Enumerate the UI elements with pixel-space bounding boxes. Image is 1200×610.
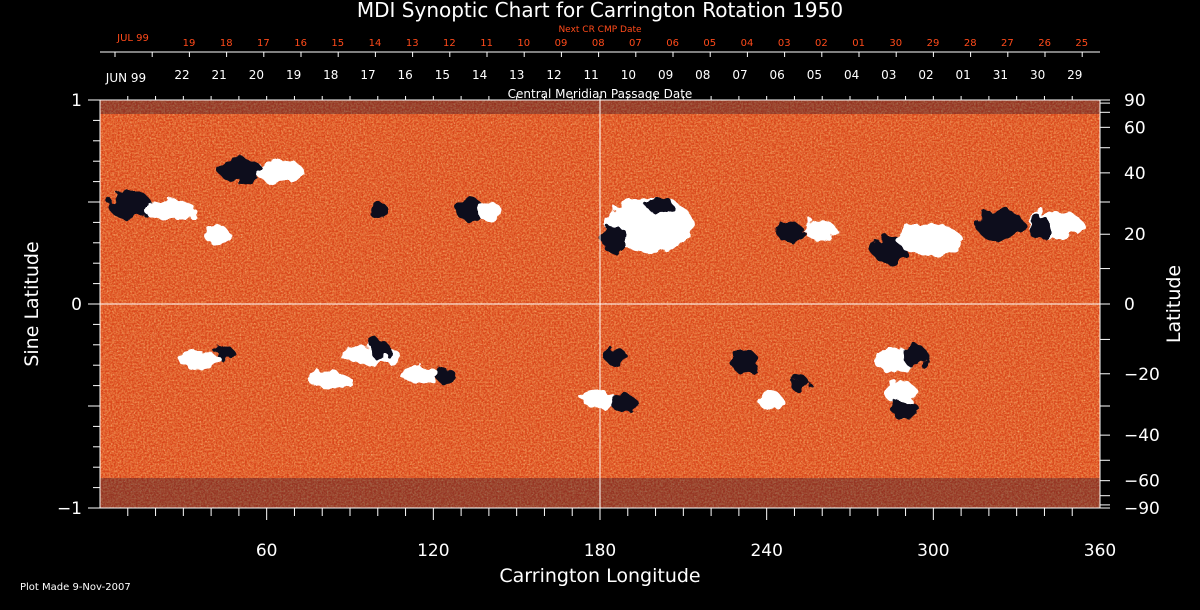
cmp-day-label: 11	[584, 68, 599, 82]
cmp-day-label: 10	[621, 68, 636, 82]
next-cr-month-label: JUL 99	[116, 33, 149, 44]
y-axis-left: 1 0 −1	[57, 91, 100, 519]
y-axis-left-label: Sine Latitude	[21, 241, 43, 366]
next-cr-day-label: 29	[927, 38, 940, 49]
y-right-tick-label: 40	[1124, 164, 1146, 184]
cmp-day-label: 08	[695, 68, 710, 82]
cmp-day-label: 14	[472, 68, 487, 82]
y-right-tick-label: 90	[1124, 91, 1146, 111]
y-left-tick-label: 1	[71, 91, 82, 111]
next-cr-day-label: 30	[889, 38, 902, 49]
y-axis-right-label: Latitude	[1163, 265, 1185, 343]
cmp-label: Central Meridian Passage Date	[508, 87, 693, 101]
cmp-day-label: 30	[1030, 68, 1045, 82]
cmp-day-label: 21	[212, 68, 227, 82]
y-axis-right: 90 60 40 20 0 −20 −40 −60 −90	[1100, 91, 1160, 519]
next-cr-day-label: 28	[964, 38, 977, 49]
next-cr-day-label: 07	[629, 38, 642, 49]
cmp-day-label: 16	[398, 68, 413, 82]
cmp-day-label: 06	[770, 68, 785, 82]
y-right-tick-label: −90	[1124, 499, 1160, 519]
next-cr-day-label: 08	[592, 38, 605, 49]
magnetogram-field	[99, 99, 1101, 509]
next-cr-day-label: 16	[294, 38, 307, 49]
next-cr-day-label: 01	[852, 38, 865, 49]
next-cr-day-label: 04	[741, 38, 754, 49]
next-cr-day-label: 10	[517, 38, 530, 49]
cmp-day-label: 18	[323, 68, 338, 82]
next-cr-day-label: 06	[666, 38, 679, 49]
next-cr-day-label: 25	[1075, 38, 1088, 49]
next-cr-day-label: 11	[480, 38, 493, 49]
x-tick-label: 180	[584, 541, 616, 561]
y-right-tick-label: 20	[1124, 225, 1146, 245]
x-tick-label: 240	[750, 541, 782, 561]
cmp-day-label: 19	[286, 68, 301, 82]
cmp-day-label: 17	[360, 68, 375, 82]
next-cr-day-label: 17	[257, 38, 270, 49]
y-left-tick-label: −1	[57, 499, 82, 519]
next-cr-day-label: 02	[815, 38, 828, 49]
y-left-tick-label: 0	[71, 295, 82, 315]
cmp-day-label: 31	[993, 68, 1008, 82]
cmp-day-label: 04	[844, 68, 859, 82]
next-cr-day-label: 12	[443, 38, 456, 49]
y-right-tick-label: −20	[1124, 365, 1160, 385]
cmp-day-label: 07	[732, 68, 747, 82]
y-right-tick-label: −40	[1124, 426, 1160, 446]
next-cr-day-label: 03	[778, 38, 791, 49]
cmp-day-label: 13	[509, 68, 524, 82]
cmp-day-label: 05	[807, 68, 822, 82]
x-tick-label: 120	[417, 541, 449, 561]
y-right-tick-label: 60	[1124, 118, 1146, 138]
next-cr-day-label: 15	[331, 38, 344, 49]
next-cr-day-label: 26	[1038, 38, 1051, 49]
next-cr-day-label: 14	[369, 38, 382, 49]
cmp-day-label: 12	[546, 68, 561, 82]
cmp-day-label: 03	[881, 68, 896, 82]
plot-made-label: Plot Made 9-Nov-2007	[20, 582, 131, 593]
x-tick-label: 360	[1084, 541, 1116, 561]
cmp-day-label: 15	[435, 68, 450, 82]
y-right-tick-label: 0	[1124, 295, 1135, 315]
x-tick-label: 60	[256, 541, 278, 561]
chart-title: MDI Synoptic Chart for Carrington Rotati…	[357, 0, 843, 22]
cmp-day-labels: 22 21 20 19 18 17 16 15 14 13 12 11 10 09 08 07 06 05 04 03…	[174, 68, 1082, 82]
next-cr-day-label: 09	[555, 38, 568, 49]
cmp-day-label: 02	[918, 68, 933, 82]
next-cr-day-label: 13	[406, 38, 419, 49]
cmp-day-label: 22	[174, 68, 189, 82]
cmp-day-label: 20	[249, 68, 264, 82]
next-cr-day-labels: 19 18 17 16 15 14 13 12 11 10 09 08 07 06 05 04 03 02 01 30…	[114, 38, 1088, 57]
cmp-day-label: 29	[1067, 68, 1082, 82]
x-axis-label: Carrington Longitude	[499, 565, 700, 587]
next-cr-day-label: 05	[703, 38, 716, 49]
cmp-month-label: JUN 99	[105, 71, 146, 85]
cmp-day-label: 09	[658, 68, 673, 82]
cmp-day-label: 01	[956, 68, 971, 82]
y-right-tick-label: −60	[1124, 472, 1160, 492]
next-cr-day-label: 18	[220, 38, 233, 49]
x-axis: 60 120 180 240 300 360	[127, 96, 1116, 561]
next-cr-label: Next CR CMP Date	[558, 25, 642, 35]
next-cr-day-label: 27	[1001, 38, 1014, 49]
next-cr-day-label: 19	[183, 38, 196, 49]
x-tick-label: 300	[917, 541, 949, 561]
